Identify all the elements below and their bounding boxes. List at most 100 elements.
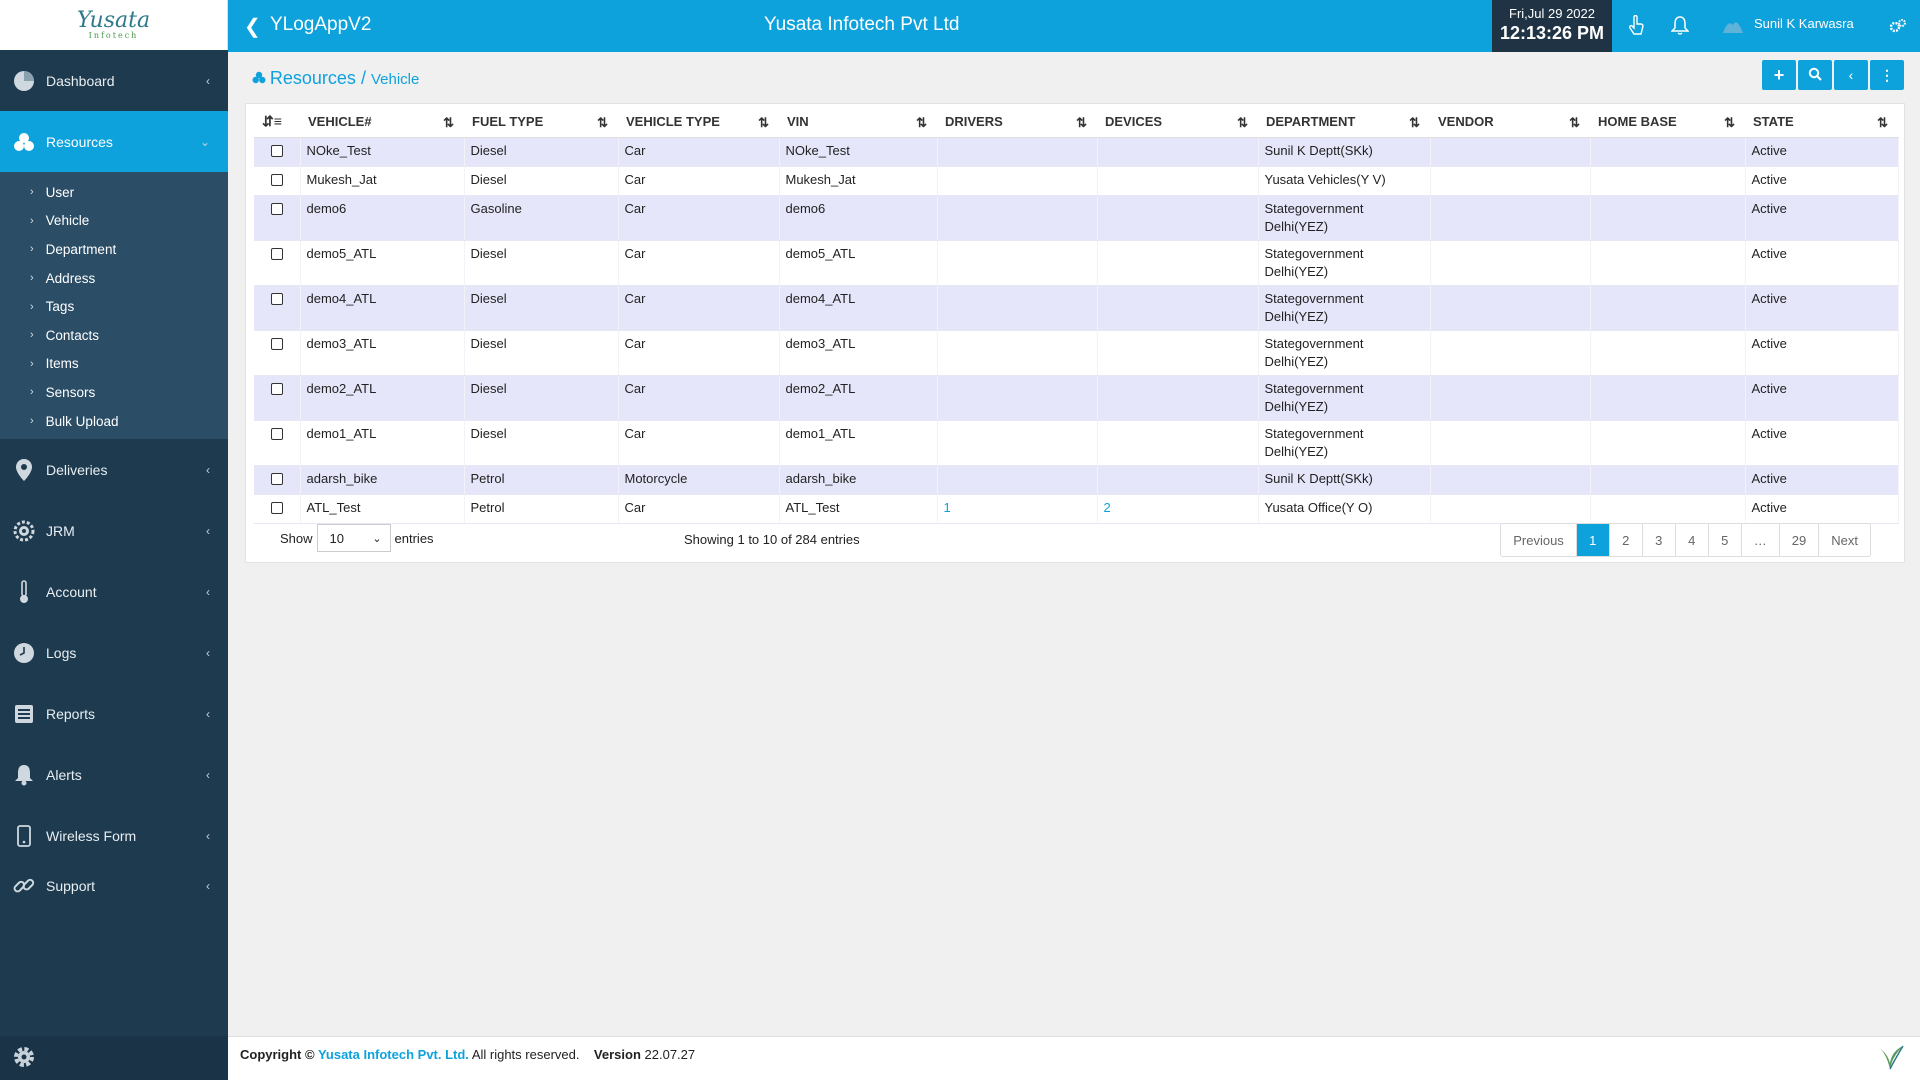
cell-drivers	[937, 137, 1098, 167]
page-button-3[interactable]: 3	[1641, 524, 1675, 556]
column-header-vehicle-type[interactable]: VEHICLE TYPE ⇅	[618, 107, 779, 138]
sidebar-item-wireless-form[interactable]: Wireless Form ‹	[0, 805, 228, 866]
sidebar-item-jrm[interactable]: JRM ‹	[0, 500, 228, 561]
column-header-vin[interactable]: VIN ⇅	[779, 107, 937, 138]
submenu-item-sensors[interactable]: › Sensors	[30, 384, 96, 400]
dashboard-icon	[12, 69, 36, 93]
column-header-state[interactable]: STATE ⇅	[1745, 107, 1898, 138]
breadcrumb-vehicle: Vehicle	[370, 71, 420, 88]
cell-vendor	[1430, 465, 1591, 495]
user-name[interactable]: Sunil K Karwasra	[1754, 16, 1854, 31]
cell-drivers	[937, 285, 1098, 331]
column-header-department[interactable]: DEPARTMENT ⇅	[1258, 107, 1430, 138]
row-checkbox[interactable]	[270, 202, 283, 215]
column-toggle[interactable]: ⇵≡	[254, 107, 300, 138]
cell-department: Sunil K Deptt(SKk)	[1258, 137, 1431, 167]
table-row[interactable]: NOke_Test Diesel Car NOke_Test Sunil K Deptt…	[254, 137, 1899, 167]
cell-vehicle: adarsh_bike	[300, 465, 465, 495]
add-button[interactable]: +	[1762, 60, 1796, 90]
notification-bell-icon[interactable]	[1668, 14, 1692, 38]
row-checkbox-cell	[254, 330, 301, 376]
sidebar-item-resources[interactable]: Resources ⌄	[0, 111, 228, 172]
cell-fuel-type: Diesel	[464, 285, 619, 331]
table-row[interactable]: demo1_ATL Diesel Car demo1_ATL Stategovernme…	[254, 420, 1899, 466]
cell-department: Sunil K Deptt(SKk)	[1258, 465, 1431, 495]
sidebar-item-account[interactable]: Account ‹	[0, 561, 228, 622]
table-row[interactable]: demo5_ATL Diesel Car demo5_ATL Stategovernme…	[254, 240, 1899, 286]
sidebar-item-deliveries[interactable]: Deliveries ‹	[0, 439, 228, 500]
table-row[interactable]: ATL_Test Petrol Car ATL_Test 1 2 Yusata Office…	[254, 494, 1899, 524]
column-header-vehicle[interactable]: VEHICLE# ⇅	[300, 107, 464, 138]
cell-state: Active	[1745, 137, 1899, 167]
column-header-home-base[interactable]: HOME BASE ⇅	[1590, 107, 1745, 138]
sidebar-item-logs[interactable]: Logs ‹	[0, 622, 228, 683]
gear-cog-icon	[12, 519, 36, 543]
submenu-item-bulk-upload[interactable]: › Bulk Upload	[30, 413, 119, 429]
row-checkbox[interactable]	[270, 337, 283, 350]
table-row[interactable]: adarsh_bike Petrol Motorcycle adarsh_bike Su…	[254, 465, 1899, 495]
search-button[interactable]	[1798, 60, 1832, 90]
breadcrumb: Resources / Vehicle	[252, 68, 419, 89]
submenu-item-address[interactable]: › Address	[30, 270, 96, 286]
user-settings-icon[interactable]	[1886, 14, 1910, 38]
table-row[interactable]: demo2_ATL Diesel Car demo2_ATL Stategovernme…	[254, 375, 1899, 421]
collapse-button[interactable]: ‹	[1834, 60, 1868, 90]
row-checkbox[interactable]	[270, 247, 283, 260]
sidebar-item-dashboard[interactable]: Dashboard ‹	[0, 50, 228, 111]
table-row[interactable]: demo6 Gasoline Car demo6 Stategovernment Del…	[254, 195, 1899, 241]
row-checkbox[interactable]	[270, 173, 283, 186]
row-checkbox[interactable]	[270, 292, 283, 305]
app-title: YLogAppV2	[270, 14, 372, 35]
row-checkbox[interactable]	[270, 501, 283, 514]
cell-vehicle-type: Car	[618, 166, 780, 196]
more-options-button[interactable]: ⋮	[1870, 60, 1904, 90]
cell-devices[interactable]: 2	[1097, 494, 1259, 524]
sidebar-item-support[interactable]: Support ‹	[0, 866, 228, 906]
next-page-button[interactable]: Next	[1818, 524, 1870, 556]
column-header-vendor[interactable]: VENDOR ⇅	[1430, 107, 1590, 138]
cell-home-base	[1590, 195, 1746, 241]
page-button-4[interactable]: 4	[1674, 524, 1708, 556]
back-icon[interactable]: ❮	[244, 16, 261, 38]
row-checkbox[interactable]	[270, 382, 283, 395]
touch-icon[interactable]	[1624, 14, 1648, 38]
cell-vehicle: demo4_ATL	[300, 285, 465, 331]
sidebar-item-alerts[interactable]: Alerts ‹	[0, 744, 228, 805]
row-checkbox-cell	[254, 166, 301, 196]
table-row[interactable]: Mukesh_Jat Diesel Car Mukesh_Jat Yusata Vehi…	[254, 166, 1899, 196]
cell-home-base	[1590, 137, 1746, 167]
user-avatar[interactable]	[1722, 15, 1744, 35]
column-header-fuel-type[interactable]: FUEL TYPE ⇅	[464, 107, 618, 138]
page-button-5[interactable]: 5	[1707, 524, 1741, 556]
row-checkbox[interactable]	[270, 472, 283, 485]
logo[interactable]: Yusata Infotech	[0, 0, 228, 50]
column-header-drivers[interactable]: DRIVERS ⇅	[937, 107, 1097, 138]
settings-button[interactable]	[0, 1036, 228, 1080]
column-header-devices[interactable]: DEVICES ⇅	[1097, 107, 1258, 138]
submenu-item-department[interactable]: › Department	[30, 241, 117, 257]
submenu-item-contacts[interactable]: › Contacts	[30, 327, 99, 343]
table-row[interactable]: demo3_ATL Diesel Car demo3_ATL Stategovernme…	[254, 330, 1899, 376]
row-checkbox[interactable]	[270, 427, 283, 440]
cell-vin: demo4_ATL	[779, 285, 938, 331]
previous-page-button[interactable]: Previous	[1513, 532, 1564, 548]
page-size-select[interactable]: 10 ⌄	[316, 524, 391, 552]
row-checkbox[interactable]	[270, 144, 283, 157]
cell-state: Active	[1745, 420, 1899, 466]
cell-drivers[interactable]: 1	[937, 494, 1098, 524]
breadcrumb-resources[interactable]: Resources	[269, 68, 356, 88]
page-button-2[interactable]: 2	[1608, 524, 1642, 556]
sidebar-item-reports[interactable]: Reports ‹	[0, 683, 228, 744]
page-button-1[interactable]: 1	[1575, 524, 1609, 556]
mobile-icon	[12, 824, 36, 848]
submenu-item-vehicle[interactable]: › Vehicle	[30, 213, 90, 229]
cell-vendor	[1430, 240, 1591, 286]
table-row[interactable]: demo4_ATL Diesel Car demo4_ATL Stategovernme…	[254, 285, 1899, 331]
submenu-item-tags[interactable]: › Tags	[30, 299, 75, 315]
submenu-item-user[interactable]: › User	[30, 184, 75, 200]
gear-icon	[12, 1045, 36, 1072]
submenu-item-items[interactable]: › Items	[30, 356, 79, 372]
page-button-29[interactable]: 29	[1778, 524, 1818, 556]
footer-brand-link[interactable]: Yusata Infotech Pvt. Ltd.	[317, 1047, 469, 1062]
cell-vendor	[1430, 375, 1591, 421]
